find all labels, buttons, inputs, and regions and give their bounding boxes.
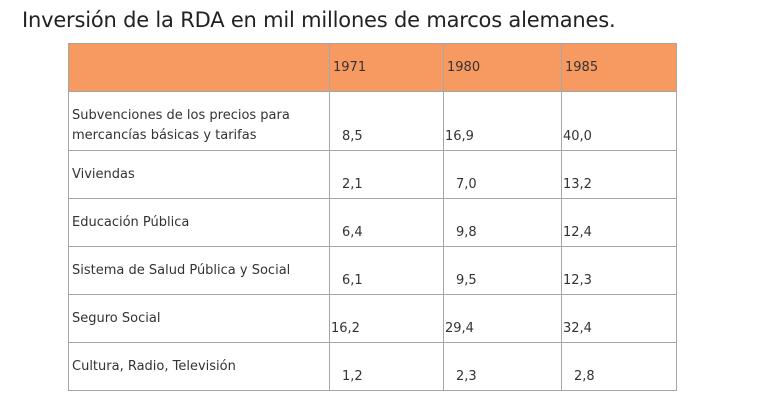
row-label-cell: Subvenciones de los precios para mercanc… xyxy=(68,91,330,151)
value-cell: 16,9 xyxy=(443,91,562,151)
investment-table: 1971 1980 1985 Subvenciones de los preci… xyxy=(68,43,677,391)
value-1985: 13,2 xyxy=(563,177,592,192)
value-cell: 7,0 xyxy=(443,150,562,199)
value-1980: 7,0 xyxy=(456,177,477,192)
header-year: 1971 xyxy=(333,60,367,75)
value-1985: 40,0 xyxy=(563,129,592,144)
value-1985: 12,3 xyxy=(563,273,592,288)
value-cell: 2,1 xyxy=(329,150,444,199)
header-year: 1980 xyxy=(447,60,481,75)
value-1980: 9,8 xyxy=(456,225,477,240)
row-label-cell: Cultura, Radio, Televisión xyxy=(68,342,330,391)
value-cell: 6,1 xyxy=(329,246,444,295)
value-1980: 16,9 xyxy=(445,129,474,144)
value-1985: 32,4 xyxy=(563,321,592,336)
table-row: Sistema de Salud Pública y Social 6,1 9,… xyxy=(68,246,677,295)
row-label-cell: Seguro Social xyxy=(68,294,330,343)
table-row: Subvenciones de los precios para mercanc… xyxy=(68,91,677,151)
value-1980: 29,4 xyxy=(445,321,474,336)
value-cell: 16,2 xyxy=(329,294,444,343)
value-cell: 40,0 xyxy=(561,91,677,151)
table-row: Educación Pública 6,4 9,8 12,4 xyxy=(68,198,677,247)
value-1971: 6,4 xyxy=(342,225,363,240)
value-cell: 2,8 xyxy=(561,342,677,391)
row-label: Cultura, Radio, Televisión xyxy=(72,359,236,374)
value-cell: 1,2 xyxy=(329,342,444,391)
value-cell: 9,8 xyxy=(443,198,562,247)
value-1971: 2,1 xyxy=(342,177,363,192)
row-label: Subvenciones de los precios para mercanc… xyxy=(72,108,290,143)
value-cell: 12,4 xyxy=(561,198,677,247)
value-cell: 13,2 xyxy=(561,150,677,199)
row-label-cell: Viviendas xyxy=(68,150,330,199)
value-1980: 2,3 xyxy=(456,369,477,384)
row-label: Sistema de Salud Pública y Social xyxy=(72,263,291,278)
row-label: Seguro Social xyxy=(72,311,161,326)
value-1971: 16,2 xyxy=(331,321,360,336)
page-title: Inversión de la RDA en mil millones de m… xyxy=(22,8,616,32)
table-row: Viviendas 2,1 7,0 13,2 xyxy=(68,150,677,199)
value-cell: 12,3 xyxy=(561,246,677,295)
value-1985: 2,8 xyxy=(574,369,595,384)
value-cell: 9,5 xyxy=(443,246,562,295)
table-row: Seguro Social 16,2 29,4 32,4 xyxy=(68,294,677,343)
row-label: Educación Pública xyxy=(72,215,190,230)
row-label-cell: Sistema de Salud Pública y Social xyxy=(68,246,330,295)
value-1980: 9,5 xyxy=(456,273,477,288)
header-year: 1985 xyxy=(565,60,599,75)
header-cell-1971: 1971 xyxy=(329,43,444,92)
value-cell: 32,4 xyxy=(561,294,677,343)
table-row: Cultura, Radio, Televisión 1,2 2,3 2,8 xyxy=(68,342,677,391)
value-1985: 12,4 xyxy=(563,225,592,240)
value-1971: 8,5 xyxy=(342,129,363,144)
value-cell: 2,3 xyxy=(443,342,562,391)
value-cell: 6,4 xyxy=(329,198,444,247)
header-cell-category xyxy=(68,43,330,92)
value-cell: 29,4 xyxy=(443,294,562,343)
header-cell-1985: 1985 xyxy=(561,43,677,92)
header-cell-1980: 1980 xyxy=(443,43,562,92)
row-label-cell: Educación Pública xyxy=(68,198,330,247)
row-label: Viviendas xyxy=(72,167,135,182)
value-cell: 8,5 xyxy=(329,91,444,151)
value-1971: 6,1 xyxy=(342,273,363,288)
value-1971: 1,2 xyxy=(342,369,363,384)
table-header-row: 1971 1980 1985 xyxy=(68,43,677,92)
